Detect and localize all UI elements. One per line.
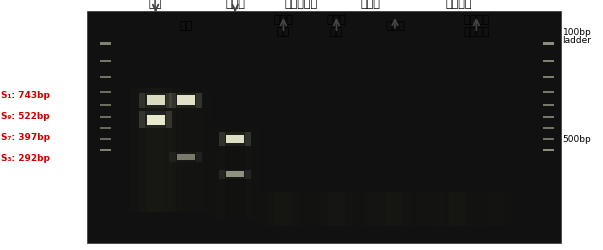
Bar — [130, 88, 181, 212]
Text: 인디안썸머: 인디안썸머 — [285, 0, 318, 9]
Bar — [177, 96, 195, 105]
Bar — [258, 192, 309, 226]
Text: 쓰가루: 쓰가루 — [226, 0, 245, 9]
Text: 산둥빈과: 산둥빈과 — [445, 0, 472, 9]
Bar — [100, 91, 111, 93]
Bar — [378, 192, 412, 226]
Bar — [169, 92, 203, 212]
Text: S₃: 292bp: S₃: 292bp — [1, 154, 50, 163]
Bar — [177, 92, 194, 212]
Text: S₇: 397bp: S₇: 397bp — [1, 133, 50, 142]
Bar — [219, 132, 251, 146]
Bar — [486, 192, 503, 226]
Bar — [478, 192, 511, 226]
Text: 프로페서
스프렌져: 프로페서 스프렌져 — [463, 16, 490, 37]
Bar — [400, 192, 451, 226]
Bar — [275, 192, 292, 226]
Bar — [409, 192, 443, 226]
Bar — [355, 192, 389, 226]
Bar — [100, 60, 111, 62]
Bar — [139, 88, 172, 212]
Bar — [320, 192, 353, 226]
Text: S₁: 743bp: S₁: 743bp — [1, 90, 50, 100]
Bar — [145, 88, 166, 212]
Bar — [100, 42, 111, 45]
Bar — [175, 92, 196, 212]
Bar — [169, 92, 202, 108]
Bar — [147, 114, 165, 125]
Bar — [226, 172, 244, 177]
Bar — [219, 170, 251, 179]
Bar — [177, 154, 195, 160]
Text: ladder: ladder — [563, 36, 592, 45]
Text: 이레이
퍼플: 이레이 퍼플 — [274, 16, 293, 37]
Bar — [449, 192, 466, 226]
Bar — [543, 138, 554, 140]
Text: 로빈슨: 로빈슨 — [385, 21, 405, 31]
Bar — [469, 192, 520, 226]
Text: 100bp: 100bp — [563, 28, 592, 37]
Bar — [139, 112, 172, 128]
Bar — [370, 192, 420, 226]
Bar — [147, 96, 165, 105]
Bar — [543, 91, 554, 93]
Bar — [543, 104, 554, 106]
Bar — [440, 192, 474, 226]
Bar — [169, 152, 202, 162]
Bar — [100, 116, 111, 118]
Bar — [347, 192, 397, 226]
Bar — [364, 192, 380, 226]
Bar — [387, 192, 403, 226]
Bar — [160, 92, 211, 212]
Bar — [226, 134, 244, 143]
Bar — [87, 11, 561, 242]
Bar — [543, 116, 554, 118]
Text: 후지: 후지 — [149, 0, 162, 9]
Text: 아담스: 아담스 — [361, 0, 380, 9]
Bar — [227, 127, 244, 220]
Text: S₉: 522bp: S₉: 522bp — [1, 112, 50, 121]
Bar — [100, 149, 111, 151]
Bar — [100, 138, 111, 140]
Bar — [543, 149, 554, 151]
Bar — [267, 192, 300, 226]
Bar — [543, 76, 554, 78]
Bar — [210, 127, 260, 220]
Bar — [328, 192, 345, 226]
Text: 500bp: 500bp — [563, 136, 592, 144]
Bar — [100, 104, 111, 106]
Bar — [218, 127, 252, 220]
Bar — [100, 127, 111, 130]
Bar — [543, 42, 554, 45]
Text: 홍로: 홍로 — [179, 21, 192, 31]
Bar — [139, 92, 172, 108]
Text: 플로리
분다: 플로리 분다 — [327, 16, 346, 37]
Bar — [543, 127, 554, 130]
Bar — [225, 127, 245, 220]
Bar — [311, 192, 362, 226]
Bar — [417, 192, 434, 226]
Bar — [100, 76, 111, 78]
Bar — [147, 88, 164, 212]
Bar — [543, 60, 554, 62]
Bar — [432, 192, 482, 226]
